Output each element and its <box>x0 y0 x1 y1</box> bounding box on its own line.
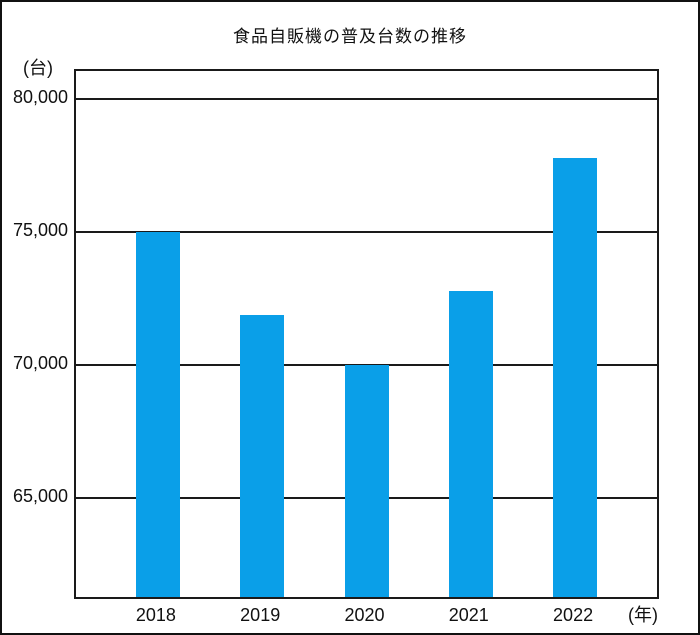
bar-2020 <box>344 365 389 597</box>
x-axis-unit-label: (年) <box>628 605 658 625</box>
x-tick-label-2022: 2022 <box>553 605 594 625</box>
bar-2018 <box>135 232 180 597</box>
gridline-80,000 <box>76 97 657 100</box>
gridline-70,000 <box>76 364 657 367</box>
y-tick-label-80,000: 80,000 <box>12 86 68 107</box>
y-tick-label-75,000: 75,000 <box>12 220 68 241</box>
x-tick-label-2019: 2019 <box>240 605 281 625</box>
bar-2021 <box>448 290 493 597</box>
x-tick-label-2020: 2020 <box>344 605 385 625</box>
chart-title: 食品自販機の普及台数の推移 <box>233 27 467 46</box>
y-tick-label-70,000: 70,000 <box>12 353 68 374</box>
y-tick-label-65,000: 65,000 <box>12 486 68 507</box>
x-tick-label-2021: 2021 <box>448 605 489 625</box>
bar-2022 <box>553 157 598 597</box>
x-tick-label-2018: 2018 <box>135 605 176 625</box>
bar-2019 <box>240 314 285 597</box>
gridline-75,000 <box>76 231 657 234</box>
plot-area <box>74 69 659 599</box>
y-axis-unit-label: (台) <box>23 58 53 78</box>
